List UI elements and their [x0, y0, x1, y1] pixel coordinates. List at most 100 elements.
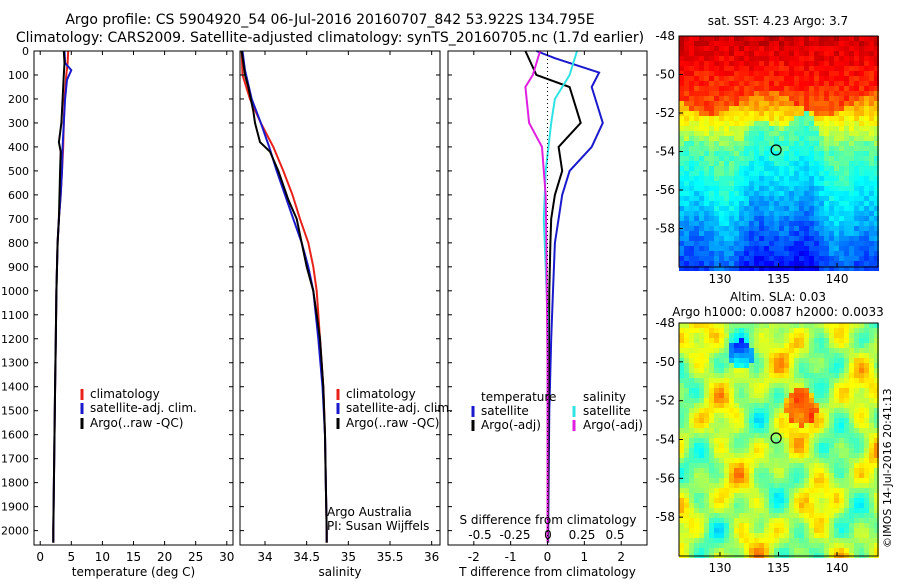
map-cell [759, 518, 764, 523]
map-cell [694, 46, 699, 51]
map-cell [864, 538, 869, 543]
map-cell [759, 353, 764, 358]
map-cell [859, 196, 864, 201]
map-cell [824, 478, 829, 483]
map-cell [689, 251, 694, 256]
map-cell [789, 443, 794, 448]
map-cell [784, 256, 789, 261]
map-cell [779, 468, 784, 473]
map-cell [859, 328, 864, 333]
map-cell [789, 196, 794, 201]
map-cell [684, 101, 689, 106]
map-cell [859, 186, 864, 191]
map-cell [774, 343, 779, 348]
map-cell [804, 383, 809, 388]
map-cell [704, 388, 709, 393]
map-cell [764, 241, 769, 246]
map-cell [724, 266, 729, 271]
map-y-tick-label: -58 [655, 222, 675, 236]
map-cell [839, 433, 844, 438]
map-cell [714, 353, 719, 358]
map-cell [834, 51, 839, 56]
x-tick-label: 15 [126, 550, 141, 564]
map-cell [874, 196, 879, 201]
map-cell [809, 483, 814, 488]
y-tick-label: 1700 [1, 453, 29, 466]
map-cell [694, 81, 699, 86]
map-cell [714, 508, 719, 513]
map-cell [774, 338, 779, 343]
map-cell [869, 468, 874, 473]
map-cell [699, 61, 704, 66]
map-cell [859, 191, 864, 196]
map-cell [769, 413, 774, 418]
map-cell [819, 61, 824, 66]
map-cell [784, 101, 789, 106]
map-cell [709, 433, 714, 438]
map-cell [854, 241, 859, 246]
map-cell [739, 398, 744, 403]
map-cell [799, 196, 804, 201]
map-cell [714, 418, 719, 423]
map-cell [794, 81, 799, 86]
map-cell [824, 116, 829, 121]
map-cell [814, 126, 819, 131]
map-cell [814, 81, 819, 86]
map-cell [774, 428, 779, 433]
y-tick-label: 700 [8, 213, 29, 226]
map-cell [754, 543, 759, 548]
map-cell [784, 61, 789, 66]
map-cell [779, 323, 784, 328]
map-cell [864, 413, 869, 418]
map-cell [804, 323, 809, 328]
map-cell [714, 91, 719, 96]
map-cell [754, 256, 759, 261]
map-cell [839, 66, 844, 71]
map-cell [684, 136, 689, 141]
map-cell [774, 256, 779, 261]
map-cell [739, 498, 744, 503]
map-cell [734, 483, 739, 488]
map-cell [864, 438, 869, 443]
map-cell [739, 266, 744, 271]
map-cell [824, 241, 829, 246]
map-cell [819, 353, 824, 358]
map-cell [814, 483, 819, 488]
map-cell [864, 56, 869, 61]
map-cell [689, 403, 694, 408]
difference-panel: -2 -1 0 1 2T difference from climatologytemp… [447, 50, 648, 579]
map-cell [849, 408, 854, 413]
map-cell [794, 46, 799, 51]
map-cell [739, 463, 744, 468]
map-cell [814, 368, 819, 373]
map-cell [744, 81, 749, 86]
map-cell [794, 408, 799, 413]
map-cell [704, 261, 709, 266]
map-cell [774, 498, 779, 503]
map-cell [864, 226, 869, 231]
map-cell [679, 186, 684, 191]
map-cell [734, 538, 739, 543]
map-cell [824, 543, 829, 548]
map-cell [774, 383, 779, 388]
map-cell [849, 353, 854, 358]
map-cell [809, 171, 814, 176]
map-cell [844, 323, 849, 328]
map-cell [724, 81, 729, 86]
header-line2: Climatology: CARS2009. Satellite-adjuste… [16, 30, 644, 46]
map-cell [829, 131, 834, 136]
map-cell [714, 256, 719, 261]
map-cell [854, 206, 859, 211]
map-cell [704, 166, 709, 171]
map-cell [724, 186, 729, 191]
map-cell [849, 328, 854, 333]
map-cell [829, 508, 834, 513]
map-cell [869, 508, 874, 513]
map-cell [754, 246, 759, 251]
map-cell [714, 201, 719, 206]
map-cell [824, 373, 829, 378]
map-cell [774, 246, 779, 251]
map-cell [794, 548, 799, 553]
map-cell [684, 483, 689, 488]
map-cell [844, 513, 849, 518]
